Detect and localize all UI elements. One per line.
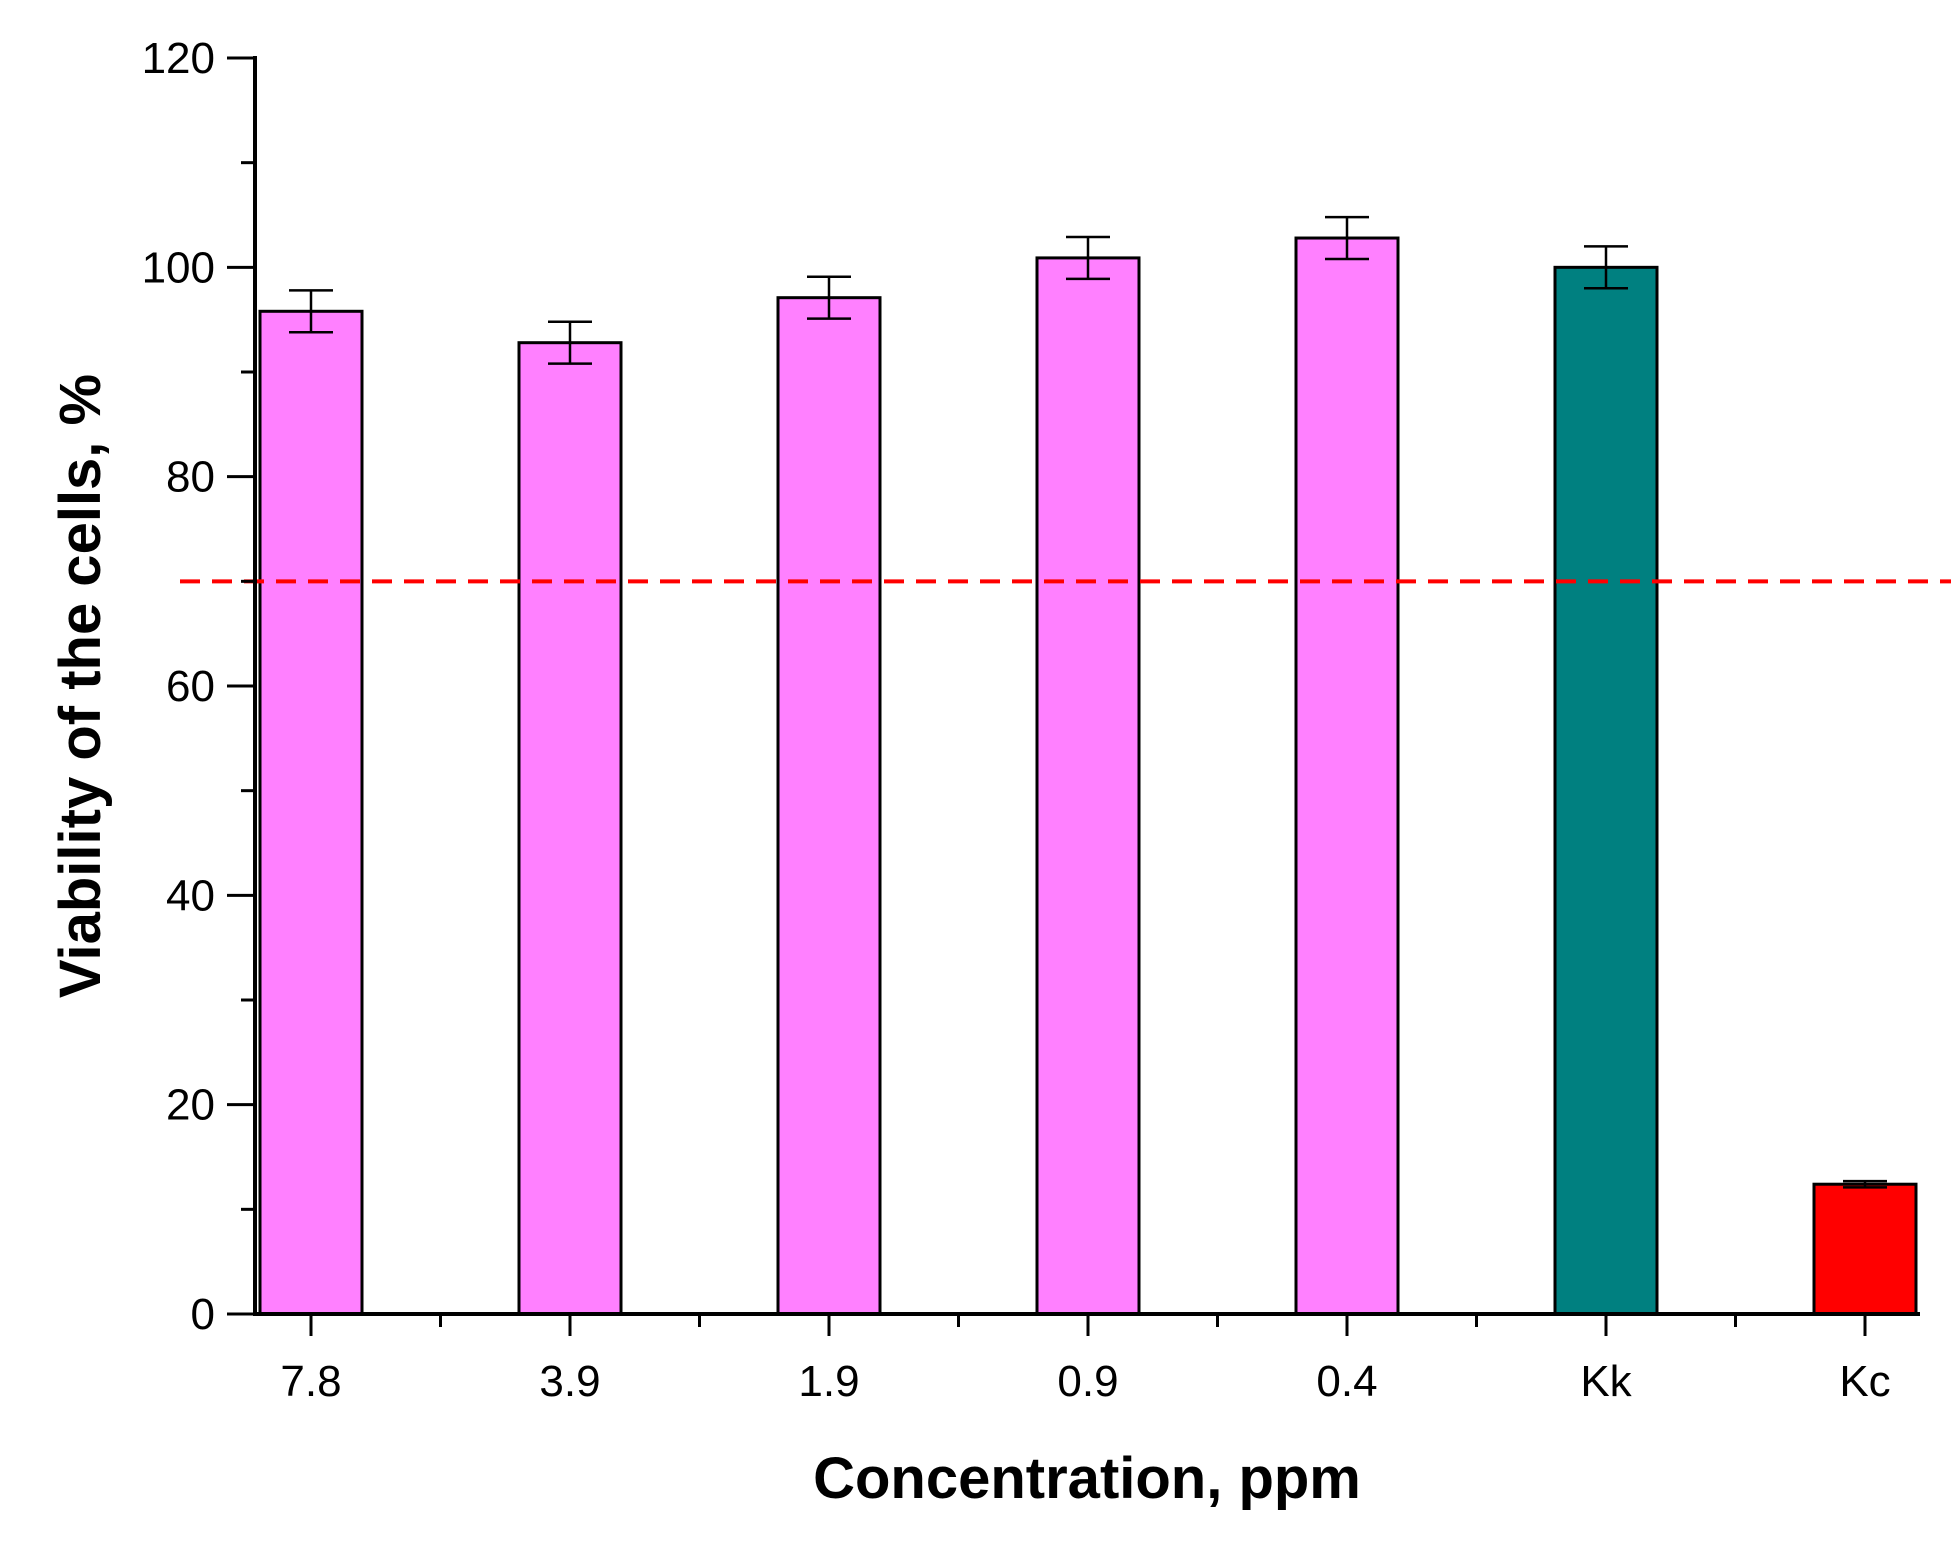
bar-Kc: [1812, 1182, 1918, 1316]
x-tick-label-3.9: 3.9: [539, 1357, 600, 1406]
y-tick-label-80: 80: [166, 453, 215, 502]
bar-Kk: [1553, 265, 1659, 1316]
bar-7.8: [258, 309, 364, 1316]
y-tick-label-60: 60: [166, 662, 215, 711]
x-axis-title: Concentration, ppm: [813, 1446, 1361, 1511]
bar-0.9: [1035, 256, 1141, 1316]
tick-labels: 0 20 40 60 80 100 120 7.8 3.9 1.9 0.9 0.4 Kk Kc: [142, 34, 1891, 1406]
bars: [258, 236, 1918, 1316]
y-tick-label-100: 100: [142, 243, 215, 292]
error-bars: [289, 215, 1887, 1189]
y-tick-label-120: 120: [142, 34, 215, 83]
x-tick-label-1.9: 1.9: [798, 1357, 859, 1406]
x-tick-label-0.9: 0.9: [1057, 1357, 1118, 1406]
x-tick-label-Kk: Kk: [1580, 1357, 1632, 1406]
bar-0.4: [1294, 236, 1400, 1316]
y-tick-label-20: 20: [166, 1081, 215, 1130]
y-axis-title: Viability of the cells, %: [48, 374, 113, 998]
x-tick-label-7.8: 7.8: [280, 1357, 341, 1406]
bar-3.9: [517, 341, 623, 1316]
x-tick-label-Kc: Kc: [1839, 1357, 1890, 1406]
y-tick-label-0: 0: [191, 1290, 215, 1339]
bar-1.9: [776, 296, 882, 1316]
y-tick-label-40: 40: [166, 871, 215, 920]
ticks: [227, 56, 1867, 1336]
x-tick-label-0.4: 0.4: [1316, 1357, 1377, 1406]
